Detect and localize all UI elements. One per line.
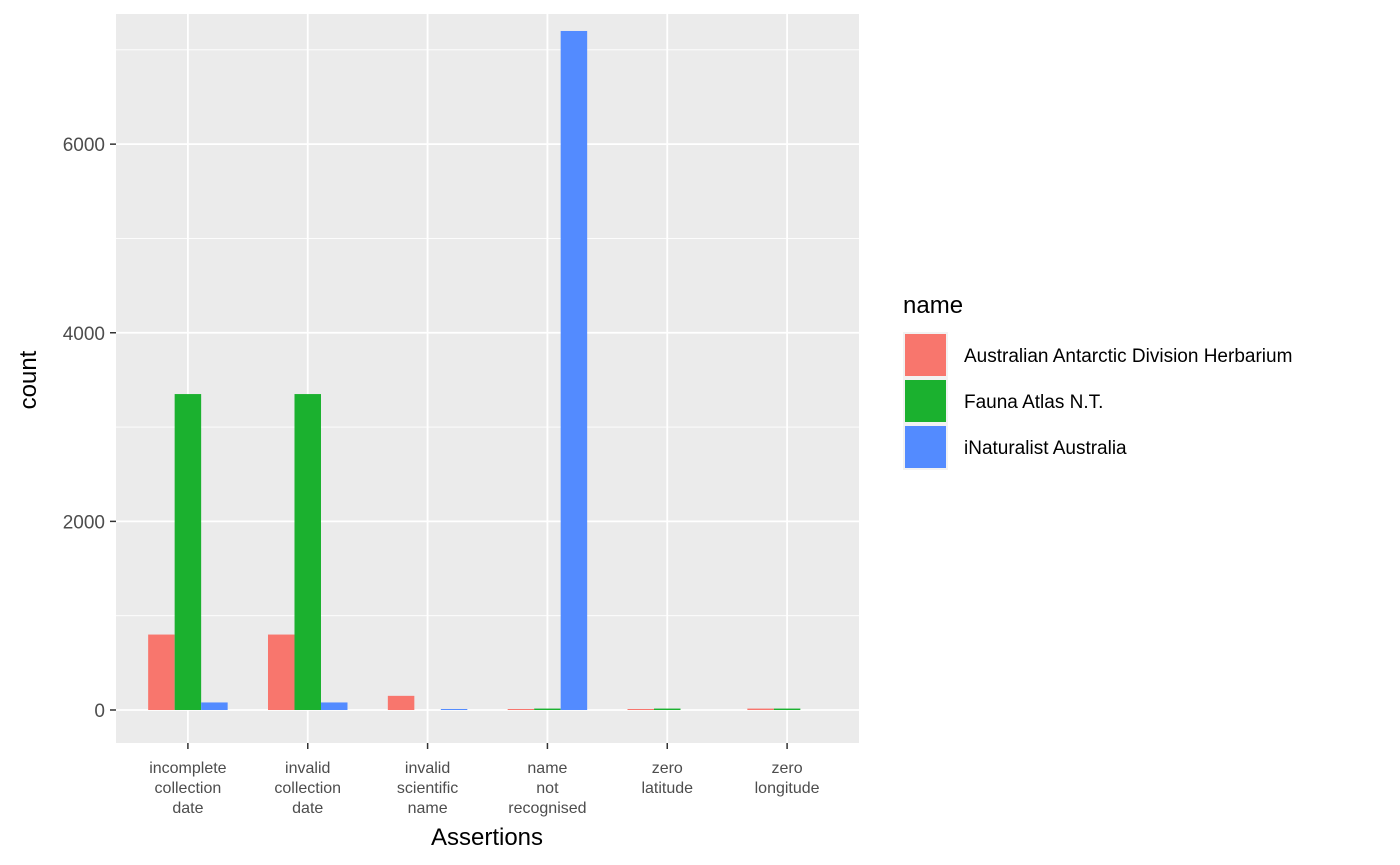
legend-key	[905, 380, 946, 422]
bar	[148, 634, 175, 710]
x-tick-label-line: incomplete	[149, 760, 226, 777]
x-tick-label-line: name	[527, 760, 567, 777]
x-tick-label: zero longitude	[755, 760, 820, 797]
x-tick-label: invalid collection date	[274, 760, 341, 817]
y-axis-title: count	[15, 350, 42, 409]
bar	[174, 394, 202, 710]
y-tick-label: 2000	[63, 512, 105, 533]
y-tick-label: 0	[94, 701, 105, 722]
bar	[507, 708, 535, 710]
major-gridlines	[116, 14, 859, 743]
bar	[267, 634, 295, 710]
bar	[747, 708, 774, 710]
x-tick-label-line: recognised	[508, 800, 586, 817]
x-axis-title: Assertions	[431, 824, 543, 851]
x-tick-label-line: latitude	[641, 780, 693, 797]
legend-label: Fauna Atlas N.T.	[964, 392, 1103, 413]
bar	[440, 708, 468, 710]
minor-gridlines	[116, 49, 859, 617]
x-tick-label: invalid scientific name	[397, 760, 458, 817]
y-tick-label: 6000	[63, 135, 105, 156]
x-tick-label: zero latitude	[641, 760, 693, 797]
bar	[201, 702, 228, 710]
legend-title: name	[903, 292, 963, 319]
bar	[534, 708, 561, 710]
bar	[320, 702, 348, 710]
bar	[773, 708, 801, 710]
bar	[654, 708, 681, 710]
bar	[387, 695, 415, 710]
legend-label: iNaturalist Australia	[964, 438, 1127, 459]
legend-label: Australian Antarctic Division Herbarium	[964, 346, 1292, 367]
x-tick-label-line: date	[172, 800, 203, 817]
x-tick-label-line: invalid	[405, 760, 450, 777]
x-tick-label-line: zero	[772, 760, 803, 777]
y-tick-label: 4000	[63, 324, 105, 345]
x-tick-label-line: scientific	[397, 780, 458, 797]
bar	[627, 708, 655, 710]
x-tick-label-line: invalid	[285, 760, 330, 777]
plot-panel	[116, 14, 859, 743]
x-tick-label-line: collection	[274, 780, 341, 797]
legend-key	[905, 426, 946, 468]
x-tick-label: name not recognised	[508, 760, 586, 817]
x-tick-label-line: name	[408, 800, 448, 817]
x-tick-label-line: zero	[652, 760, 683, 777]
legend: name Australian Antarctic Division Herba…	[903, 292, 1292, 470]
legend-key	[905, 334, 946, 376]
x-axis: incomplete collection date invalid collectio…	[149, 743, 820, 817]
x-tick-label-line: longitude	[755, 780, 820, 797]
x-tick-label: incomplete collection date	[149, 760, 226, 817]
y-axis: 0 2000 4000 6000	[63, 135, 116, 722]
bars	[148, 30, 801, 710]
x-tick-label-line: date	[292, 800, 323, 817]
bar	[560, 30, 588, 710]
x-tick-label-line: collection	[155, 780, 222, 797]
x-tick-label-line: not	[536, 780, 559, 797]
bar	[294, 394, 321, 710]
